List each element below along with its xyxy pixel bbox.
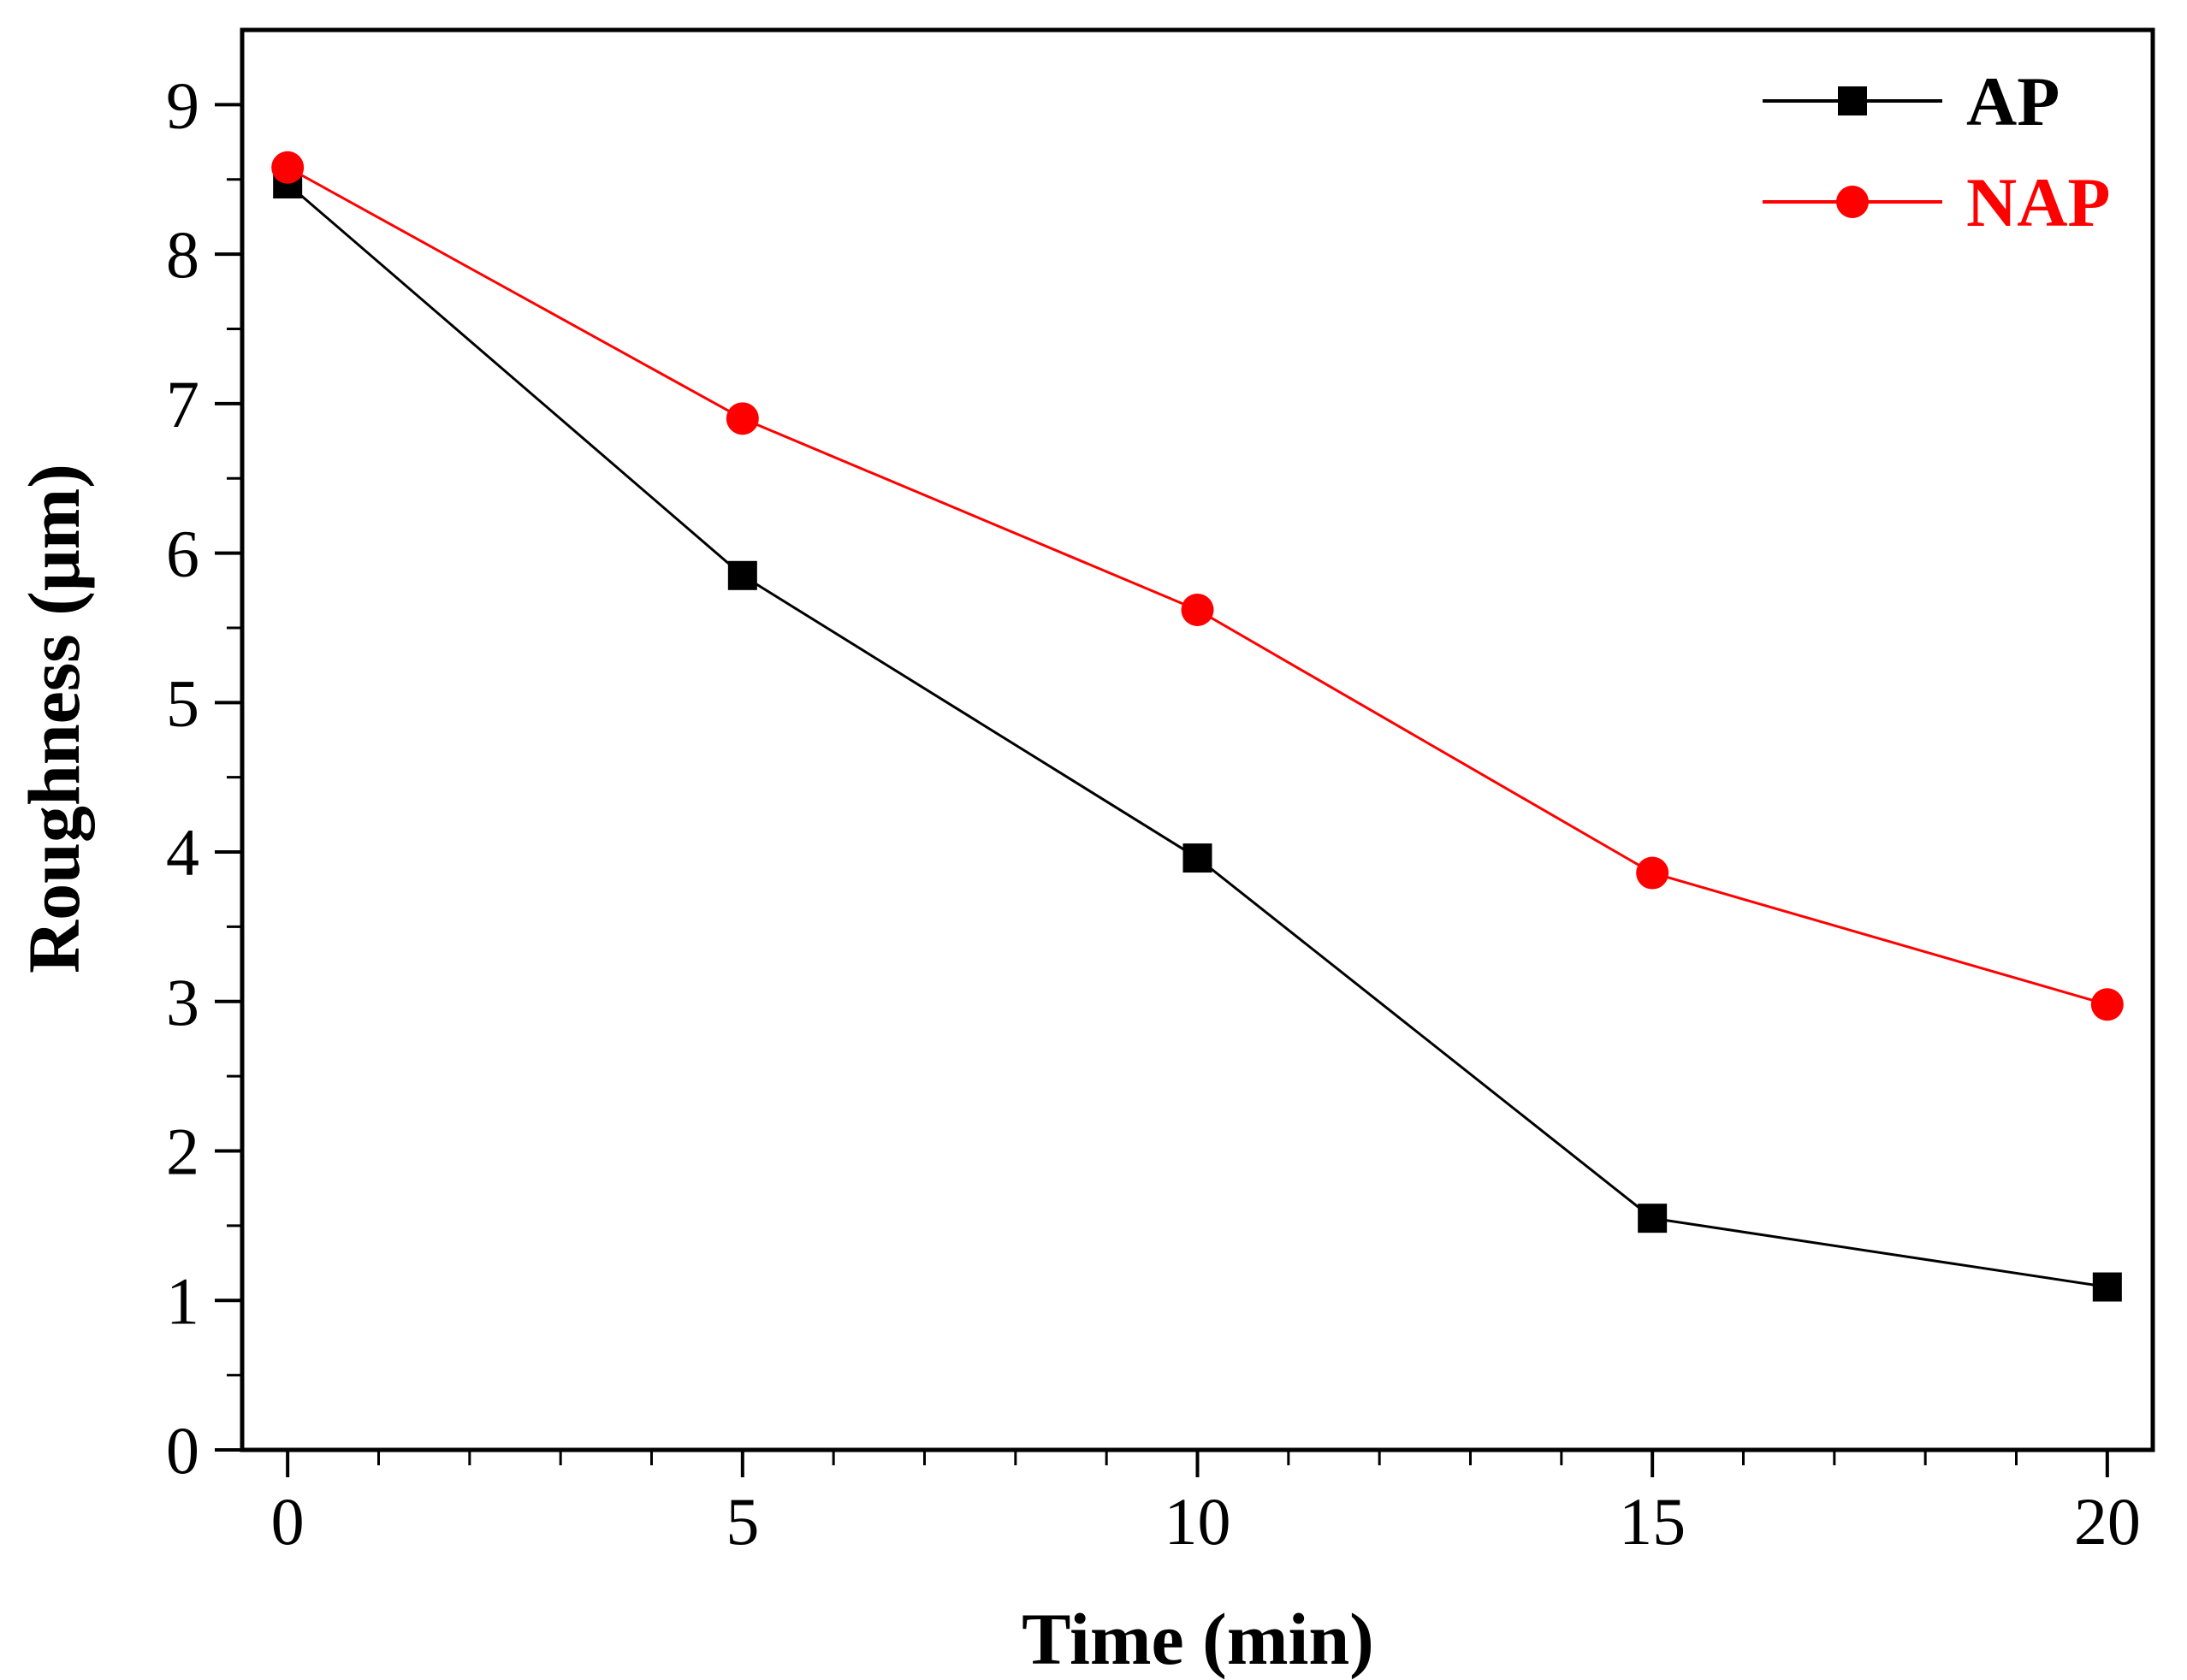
x-tick-label: 0 — [271, 1484, 305, 1559]
legend: AP NAP — [1763, 62, 2111, 241]
x-tick-label: 10 — [1165, 1484, 1231, 1559]
x-tick-label: 15 — [1619, 1484, 1686, 1559]
legend-item-nap: NAP — [1763, 163, 2111, 241]
y-tick-label: 0 — [166, 1413, 199, 1488]
y-tick-label: 4 — [166, 815, 199, 890]
legend-marker-nap — [1836, 186, 1869, 218]
marker-nap — [271, 151, 305, 184]
x-tick-label: 20 — [2074, 1484, 2141, 1559]
marker-nap — [1181, 593, 1214, 626]
marker-nap — [1636, 856, 1669, 890]
x-axis-title: Time (min) — [1022, 1598, 1374, 1680]
y-tick-label: 2 — [166, 1115, 199, 1189]
y-tick-label: 5 — [166, 665, 199, 740]
marker-ap — [1182, 843, 1212, 873]
legend-marker-ap — [1838, 86, 1867, 115]
legend-label-nap: NAP — [1966, 163, 2111, 241]
y-axis-title: Roughness (μm) — [13, 464, 95, 973]
marker-nap — [2090, 988, 2124, 1021]
y-tick-label: 7 — [166, 367, 199, 441]
marker-ap — [1638, 1204, 1668, 1233]
y-tick-label: 6 — [166, 517, 199, 591]
x-tick-label: 5 — [726, 1484, 759, 1559]
y-tick-label: 3 — [166, 965, 199, 1039]
axis-ticks — [215, 103, 2109, 1477]
y-tick-label: 9 — [166, 68, 199, 142]
series-layer — [271, 151, 2124, 1302]
legend-label-ap: AP — [1966, 62, 2060, 140]
legend-item-ap: AP — [1763, 62, 2060, 140]
y-tick-label: 8 — [166, 217, 199, 292]
marker-nap — [726, 402, 759, 435]
y-tick-label: 1 — [166, 1263, 199, 1338]
tick-labels: 0 5 10 15 20 0 1 2 3 4 5 6 7 8 9 — [166, 68, 2141, 1559]
marker-ap — [727, 560, 757, 590]
marker-ap — [2092, 1272, 2122, 1302]
plot-background — [242, 30, 2153, 1450]
plot-frame — [240, 27, 2155, 1452]
